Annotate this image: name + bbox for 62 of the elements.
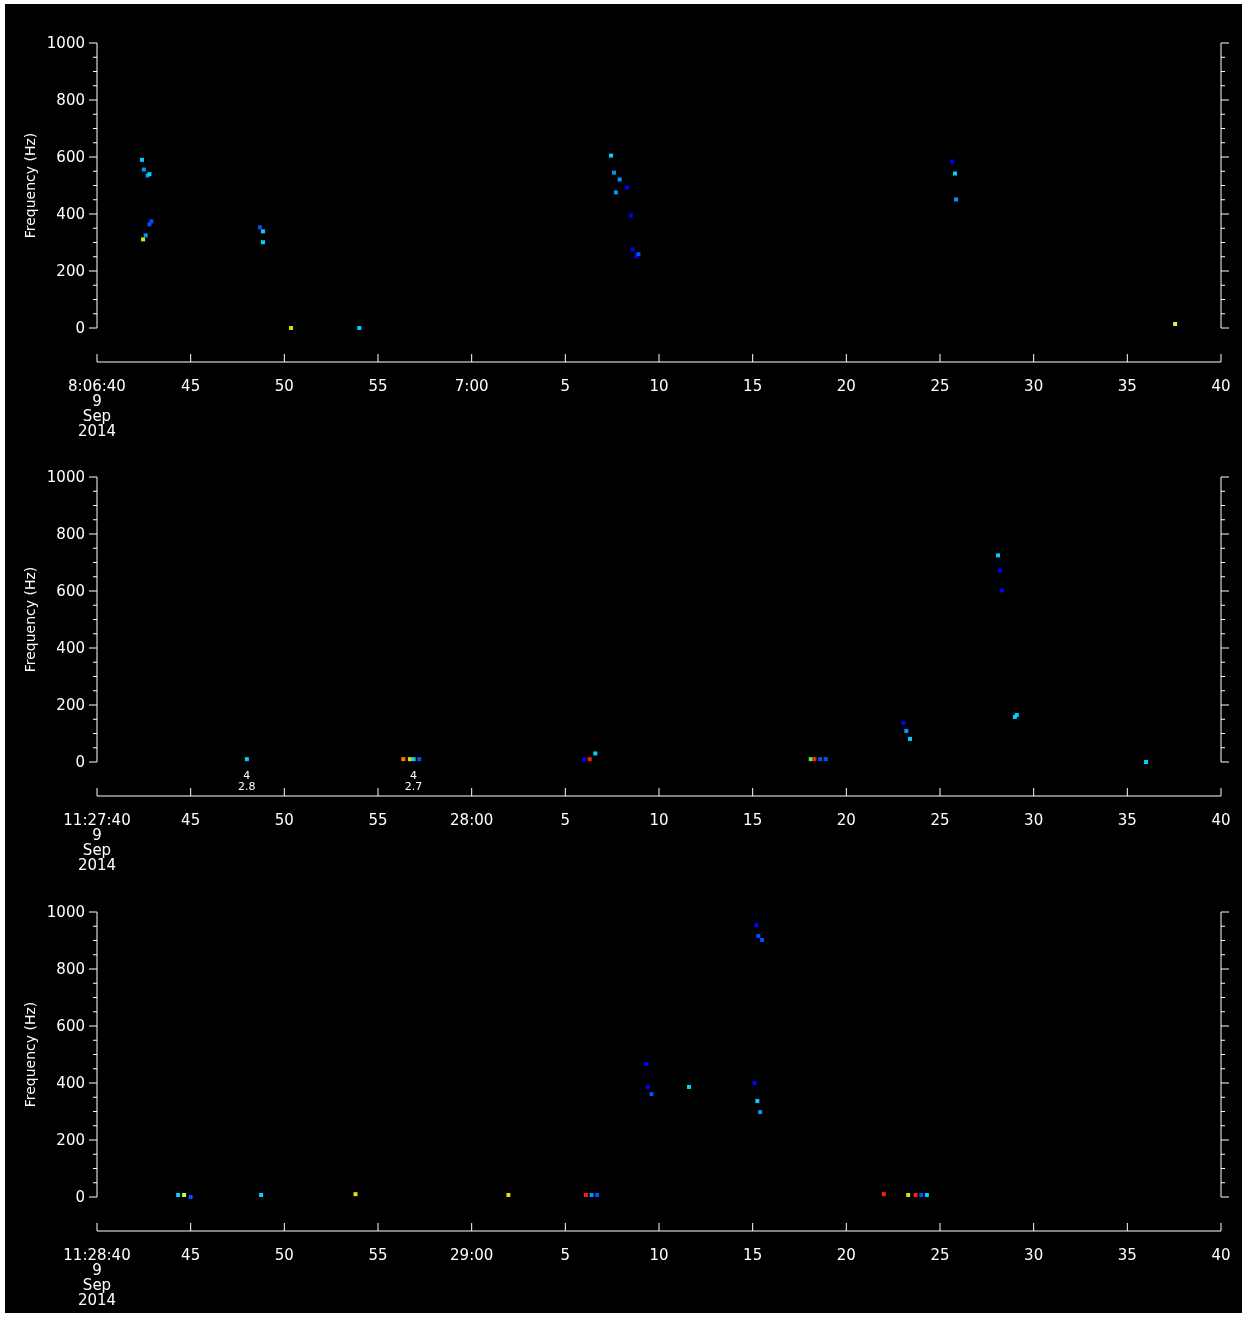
annotation: 4 2.8 (238, 769, 256, 794)
y-tick-label: 600 (56, 148, 85, 166)
x-tick-label: 45 (181, 377, 201, 395)
x-tick-label: 25 (930, 811, 950, 829)
x-tick-label: 40 (1211, 377, 1231, 395)
x-tick-label: 15 (743, 1246, 763, 1264)
x-tick-label: 7:00 (454, 377, 489, 395)
y-tick-label: 800 (56, 960, 85, 978)
annotation: 4 2.7 (404, 769, 423, 794)
x-tick-label: 15 (743, 377, 763, 395)
x-tick-label: 5 (560, 1246, 571, 1264)
x-tick-label: 50 (274, 811, 294, 829)
x-tick-label: 28:00 (450, 811, 494, 829)
x-tick-label: 30 (1024, 1246, 1044, 1264)
x-tick-label: 5 (560, 377, 571, 395)
y-tick-label: 1000 (46, 468, 85, 486)
y-axis-title: Frequency (Hz) (22, 566, 38, 673)
x-tick-label: 10 (649, 811, 669, 829)
x-tick-label: 25 (930, 1246, 950, 1264)
x-tick-label: 10 (649, 377, 669, 395)
x-tick-label: 5 (560, 811, 571, 829)
y-tick-label: 0 (75, 1188, 85, 1206)
y-tick-label: 200 (56, 262, 85, 280)
y-axis-title: Frequency (Hz) (22, 1001, 38, 1108)
y-tick-label: 600 (56, 582, 85, 600)
x-tick-label: 11:27:40 9 Sep 2014 (63, 811, 131, 874)
x-tick-label: 20 (836, 377, 856, 395)
y-tick-label: 0 (75, 753, 85, 771)
y-tick-label: 1000 (46, 34, 85, 52)
x-tick-label: 40 (1211, 811, 1231, 829)
y-tick-label: 0 (75, 319, 85, 337)
y-tick-label: 400 (56, 1074, 85, 1092)
x-tick-label: 45 (181, 811, 201, 829)
y-tick-label: 600 (56, 1017, 85, 1035)
x-tick-label: 25 (930, 377, 950, 395)
x-tick-label: 10 (649, 1246, 669, 1264)
x-tick-label: 35 (1117, 811, 1137, 829)
x-tick-label: 50 (274, 1246, 294, 1264)
y-tick-label: 200 (56, 1131, 85, 1149)
x-tick-label: 45 (181, 1246, 201, 1264)
x-tick-label: 55 (368, 377, 388, 395)
y-tick-label: 400 (56, 639, 85, 657)
y-tick-label: 400 (56, 205, 85, 223)
x-tick-label: 30 (1024, 377, 1044, 395)
x-tick-label: 20 (836, 811, 856, 829)
x-tick-label: 15 (743, 811, 763, 829)
y-axis-title: Frequency (Hz) (22, 132, 38, 239)
x-tick-label: 55 (368, 1246, 388, 1264)
y-tick-label: 200 (56, 696, 85, 714)
y-tick-label: 800 (56, 91, 85, 109)
x-tick-label: 8:06:40 9 Sep 2014 (68, 377, 126, 440)
x-tick-label: 30 (1024, 811, 1044, 829)
x-tick-label: 35 (1117, 1246, 1137, 1264)
x-tick-label: 55 (368, 811, 388, 829)
y-tick-label: 1000 (46, 903, 85, 921)
x-tick-label: 29:00 (450, 1246, 494, 1264)
x-tick-label: 40 (1211, 1246, 1231, 1264)
x-tick-label: 11:28:40 9 Sep 2014 (63, 1246, 131, 1309)
x-tick-label: 35 (1117, 377, 1137, 395)
y-tick-label: 800 (56, 525, 85, 543)
x-tick-label: 20 (836, 1246, 856, 1264)
x-tick-label: 50 (274, 377, 294, 395)
